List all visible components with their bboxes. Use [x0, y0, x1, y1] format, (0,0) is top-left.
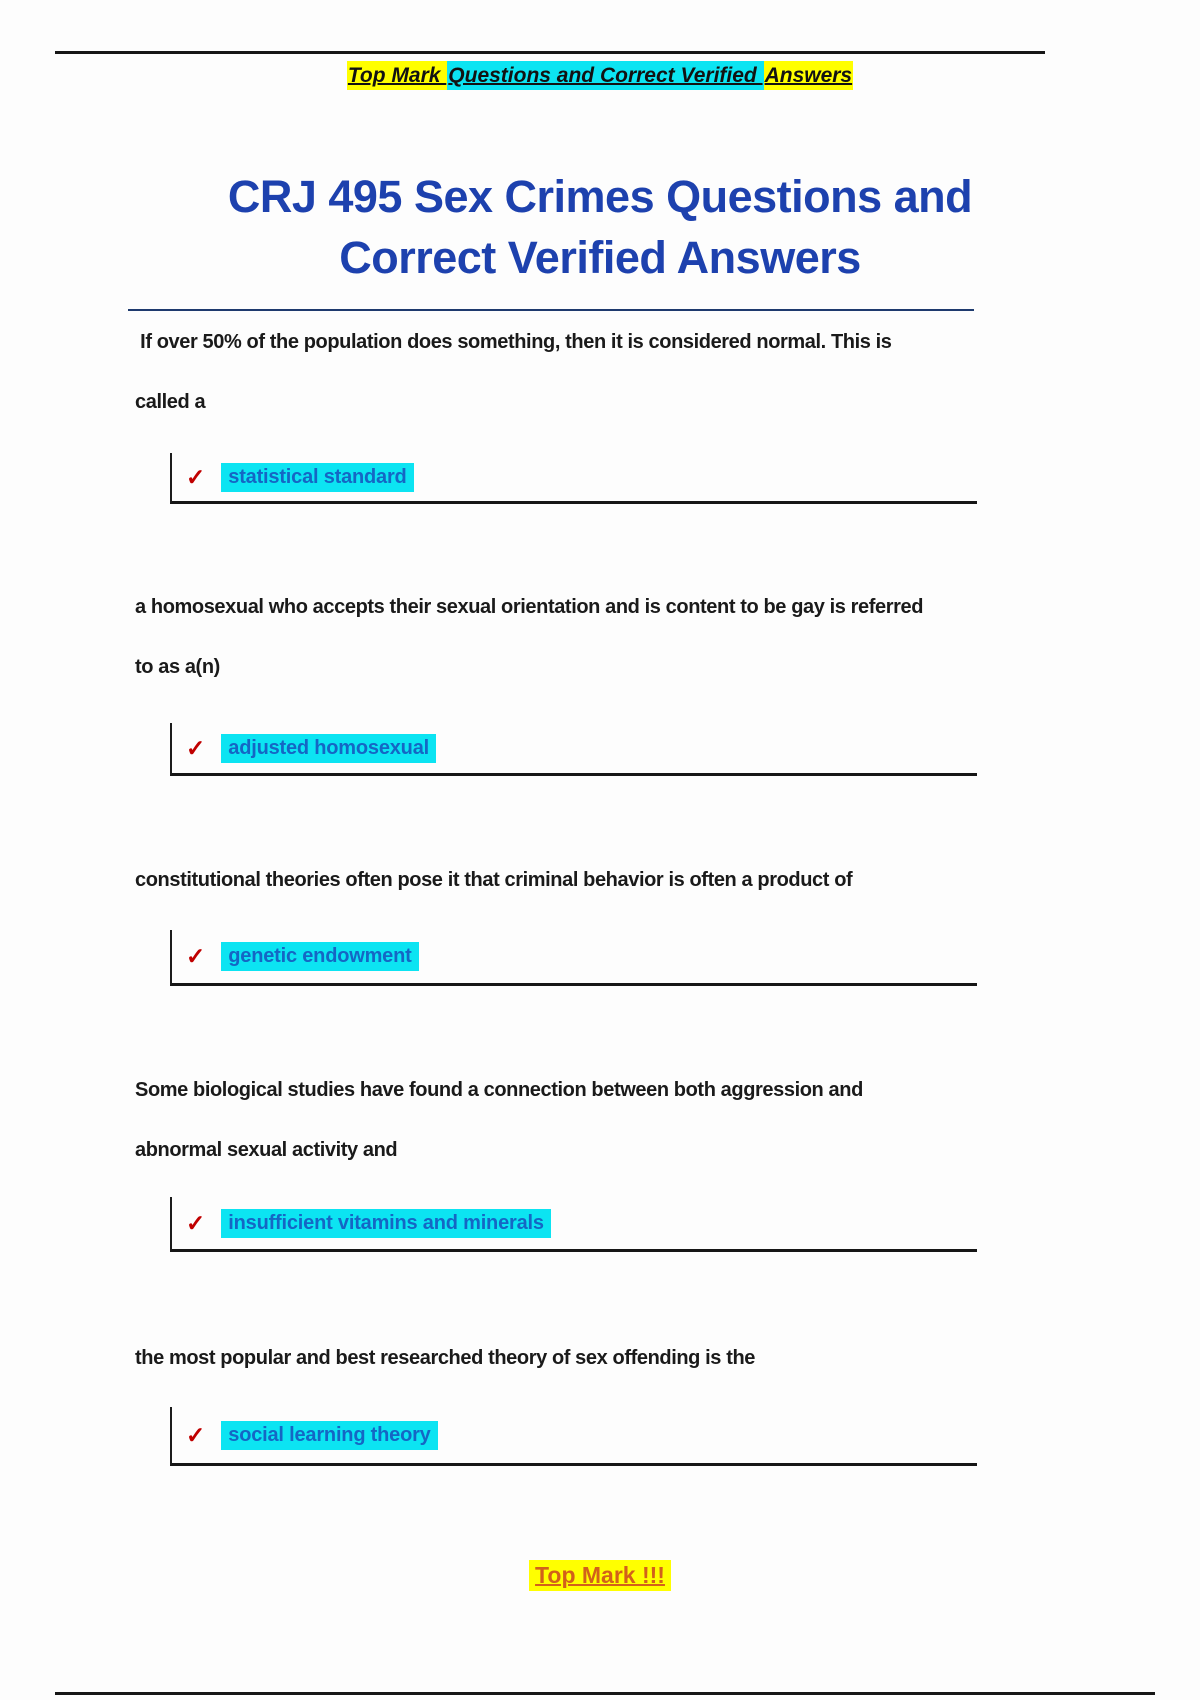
answer-block-1: ✓ statistical standard [170, 453, 977, 504]
question-4-line-1: Some biological studies have found a con… [135, 1079, 863, 1101]
answer-highlight-4: insufficient vitamins and minerals [221, 1208, 551, 1238]
question-4-line-2: abnormal sexual activity and [135, 1139, 398, 1161]
checkmark-icon: ✓ [186, 943, 206, 969]
document-footer: Top Mark !!! [0, 1560, 1200, 1591]
bottom-divider [55, 1692, 1155, 1695]
header-line: Top Mark Questions and Correct Verified … [346, 61, 854, 90]
question-2-line-2: to as a(n) [135, 656, 220, 678]
answer-highlight-2: adjusted homosexual [221, 733, 436, 763]
title-divider [128, 309, 974, 311]
document-header: Top Mark Questions and Correct Verified … [0, 61, 1200, 90]
page-title-line-1: CRJ 495 Sex Crimes Questions and [227, 171, 973, 222]
answer-block-5: ✓ social learning theory [170, 1407, 977, 1466]
question-5: the most popular and best researched the… [135, 1328, 1115, 1388]
footer-brand: Top Mark !!! [529, 1560, 671, 1591]
question-1-line-2: called a [135, 391, 206, 413]
question-2-line-1: a homosexual who accepts their sexual or… [135, 596, 924, 618]
question-5-line-1: the most popular and best researched the… [135, 1347, 755, 1369]
answer-block-3: ✓ genetic endowment [170, 930, 977, 986]
answer-block-2: ✓ adjusted homosexual [170, 723, 977, 776]
answer-block-4: ✓ insufficient vitamins and minerals [170, 1197, 977, 1252]
question-3-line-1: constitutional theories often pose it th… [135, 869, 853, 891]
question-1: If over 50% of the population does somet… [135, 312, 1115, 432]
checkmark-icon: ✓ [186, 1421, 206, 1448]
checkmark-icon: ✓ [186, 463, 206, 490]
answer-highlight-3: genetic endowment [221, 942, 419, 971]
answer-highlight-1: statistical standard [221, 462, 414, 492]
header-middle: Questions and Correct Verified [447, 61, 764, 90]
answer-highlight-5: social learning theory [221, 1420, 438, 1450]
checkmark-icon: ✓ [186, 734, 206, 761]
question-3: constitutional theories often pose it th… [135, 850, 1115, 910]
page-title-line-2: Correct Verified Answers [339, 232, 861, 283]
question-4: Some biological studies have found a con… [135, 1060, 1115, 1180]
question-1-line-1: If over 50% of the population does somet… [135, 331, 892, 353]
header-brand: Top Mark [346, 61, 448, 90]
question-2: a homosexual who accepts their sexual or… [135, 577, 1115, 697]
top-divider [55, 51, 1045, 54]
checkmark-icon: ✓ [186, 1209, 206, 1236]
page-title: CRJ 495 Sex Crimes Questions and Correct… [0, 166, 1200, 288]
header-tail: Answers [763, 61, 854, 90]
